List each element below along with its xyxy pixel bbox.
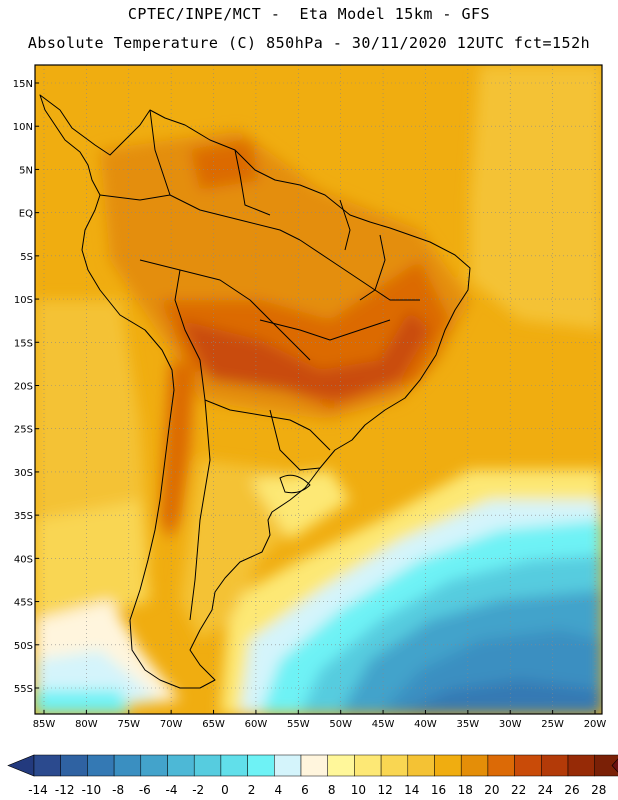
colorbar-label: 26	[564, 783, 579, 797]
colorbar-label: -10	[82, 783, 102, 797]
colorbar-label: 14	[404, 783, 419, 797]
coastline	[39, 94, 471, 689]
colorbar-swatch	[167, 754, 195, 777]
colorbar-swatch	[220, 754, 248, 777]
colorbar-swatch	[514, 754, 542, 777]
colorbar-label: 28	[591, 783, 606, 797]
colorbar-label: -8	[112, 783, 124, 797]
longitude-label: 50W	[329, 719, 352, 730]
colorbar: -14 -12 -10 -8 -6 -4 -2 0 2 4 6 8 10 12 14 16 18 20 22 24 26…	[7, 754, 618, 797]
colorbar-label: 0	[221, 783, 229, 797]
colorbar-label: -12	[55, 783, 75, 797]
longitude-label: 85W	[33, 719, 56, 730]
map-frame	[34, 64, 603, 715]
colorbar-label: -2	[192, 783, 204, 797]
latitude-label: 55S	[14, 684, 33, 695]
colorbar-swatch	[380, 754, 409, 777]
longitude-label: 40W	[414, 719, 437, 730]
longitude-label: 60W	[245, 719, 268, 730]
colorbar-swatch	[541, 754, 569, 777]
colorbar-label: 20	[484, 783, 499, 797]
colorbar-label: 8	[328, 783, 336, 797]
colorbar-label: -14	[28, 783, 48, 797]
longitude-label: 55W	[287, 719, 310, 730]
latitude-label: 25S	[14, 425, 33, 436]
colorbar-label: -4	[166, 783, 178, 797]
colorbar-label: 22	[511, 783, 526, 797]
colorbar-label: 6	[301, 783, 309, 797]
latitude-label: 40S	[14, 554, 33, 565]
colorbar-label: 2	[248, 783, 256, 797]
longitude-label: 35W	[457, 719, 480, 730]
longitude-label: 80W	[75, 719, 98, 730]
colorbar-label: 18	[458, 783, 473, 797]
latitude-label: 35S	[14, 511, 33, 522]
longitude-label: 30W	[499, 719, 522, 730]
chart-title-line-2: Absolute Temperature (C) 850hPa - 30/11/…	[27, 34, 591, 52]
longitude-label: 70W	[160, 719, 183, 730]
colorbar-swatch	[594, 754, 618, 777]
colorbar-swatch	[300, 754, 328, 777]
latitude-label: 50S	[14, 641, 33, 652]
latitude-label: 20S	[14, 382, 33, 393]
colorbar-label: 12	[377, 783, 392, 797]
colorbar-swatch	[354, 754, 382, 777]
temperature-field	[35, 65, 602, 714]
latitude-label: 15N	[13, 79, 33, 90]
colorbar-swatch	[274, 754, 302, 777]
colorbar-swatch	[434, 754, 462, 777]
colorbar-swatch	[567, 754, 595, 777]
latitude-label: 10N	[13, 122, 33, 133]
latitude-label: 10S	[14, 295, 33, 306]
latitude-labels: 15N 10N 5N EQ 5S 10S 15S 20S 25S 30S 35S 40S 45S 50S 5…	[13, 79, 39, 695]
colorbar-label: 10	[351, 783, 366, 797]
colorbar-swatch	[113, 754, 142, 777]
longitude-label: 45W	[372, 719, 395, 730]
colorbar-label: -6	[139, 783, 151, 797]
colorbar-swatch	[33, 754, 61, 777]
longitude-label: 75W	[117, 719, 140, 730]
colorbar-swatch	[60, 754, 88, 777]
colorbar-swatch	[193, 754, 222, 777]
latitude-label: 5S	[20, 252, 33, 263]
colorbar-label: 16	[431, 783, 446, 797]
chart-title-line-1: CPTEC/INPE/MCT - Eta Model 15km - GFS	[127, 5, 491, 23]
colorbar-swatch	[327, 754, 355, 777]
latitude-label: 15S	[14, 338, 33, 349]
colorbar-swatch	[460, 754, 489, 777]
longitude-label: 65W	[202, 719, 225, 730]
colorbar-label: 4	[274, 783, 282, 797]
latitude-label: EQ	[19, 209, 33, 220]
colorbar-swatch	[487, 754, 515, 777]
latitude-label: 30S	[14, 468, 33, 479]
colorbar-swatch	[407, 754, 435, 777]
longitude-label: 25W	[541, 719, 564, 730]
graticule	[35, 65, 602, 714]
colorbar-swatch	[247, 754, 275, 777]
longitude-labels: 85W 80W 75W 70W 65W 60W 55W 50W 45W 40W 35W 30W 25W 2…	[33, 710, 607, 730]
longitude-label: 20W	[584, 719, 607, 730]
colorbar-over-arrow	[611, 758, 618, 773]
colorbar-swatch	[140, 754, 168, 777]
colorbar-label: 24	[538, 783, 553, 797]
latitude-label: 45S	[14, 598, 33, 609]
colorbar-under-arrow	[7, 754, 35, 777]
colorbar-swatch	[87, 754, 115, 777]
latitude-label: 5N	[19, 165, 33, 176]
